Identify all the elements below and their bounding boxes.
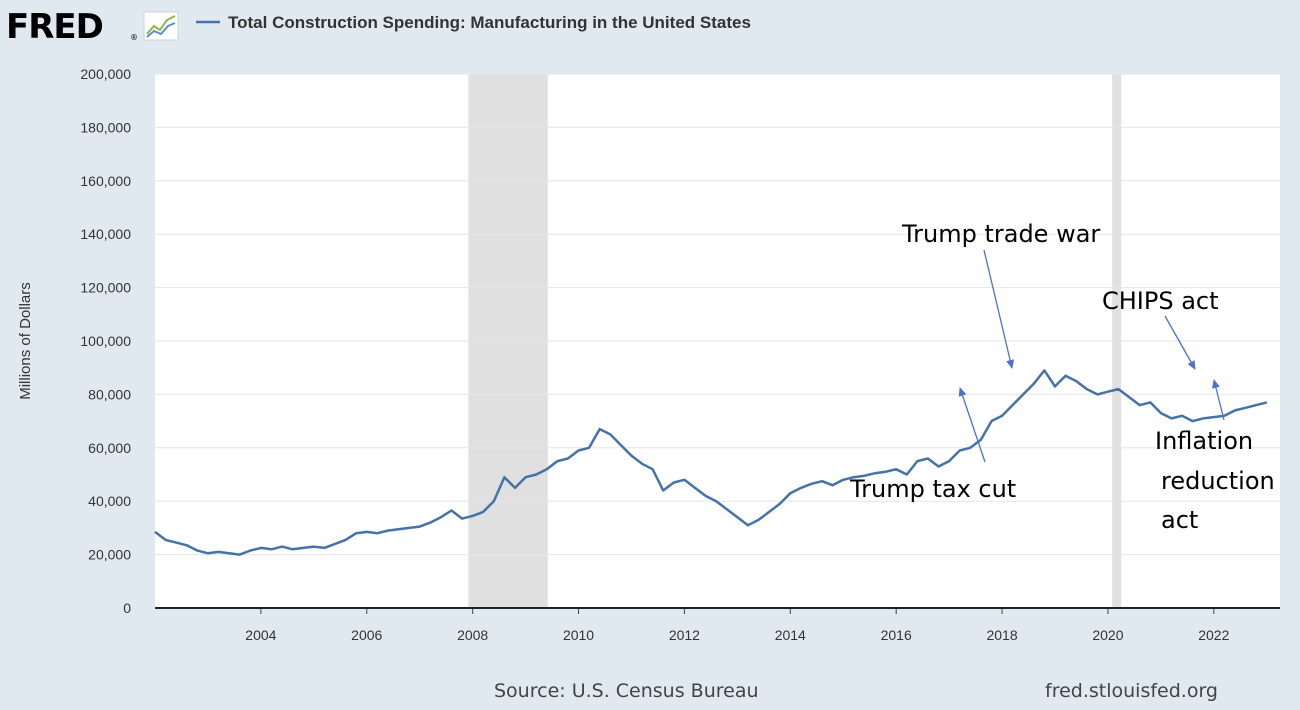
registered-mark: ® — [130, 33, 138, 42]
annotation-chips-act: CHIPS act — [1102, 287, 1219, 315]
grid-lines — [155, 73, 1280, 556]
annotations: Trump trade war Trump tax cut CHIPS act … — [849, 220, 1275, 534]
x-tick-label: 2004 — [245, 627, 276, 643]
x-tick-label: 2006 — [351, 627, 382, 643]
footer-site: fred.stlouisfed.org — [1045, 680, 1218, 702]
arrow-chips-act — [1164, 315, 1196, 370]
y-tick-label: 60,000 — [88, 440, 131, 456]
legend: Total Construction Spending: Manufacturi… — [196, 13, 751, 32]
x-tick-label: 2016 — [881, 627, 912, 643]
annotation-trump-tax-cut: Trump tax cut — [849, 475, 1016, 503]
y-tick-label: 180,000 — [80, 119, 131, 135]
annotation-act: act — [1161, 506, 1198, 534]
arrow-trade-war — [983, 249, 1015, 369]
x-tick-label: 2014 — [775, 627, 806, 643]
series-layer — [154, 369, 1268, 556]
x-tick-label: 2020 — [1092, 627, 1123, 643]
y-tick-label: 20,000 — [88, 547, 131, 563]
x-tick-label: 2012 — [669, 627, 700, 643]
y-tick-label: 140,000 — [80, 226, 131, 242]
series-line-0 — [154, 369, 1268, 556]
y-tick-label: 80,000 — [88, 386, 131, 402]
y-axis-title: Millions of Dollars — [17, 282, 34, 400]
y-axis-ticks: 0 20,000 40,000 60,000 80,000 100,000 120,000 1… — [80, 66, 131, 616]
y-tick-label: 160,000 — [80, 173, 131, 189]
x-tick-label: 2018 — [986, 627, 1017, 643]
arrow-tax-cut — [958, 387, 986, 463]
annotation-trump-trade-war: Trump trade war — [901, 220, 1100, 248]
arrow-ira — [1212, 379, 1225, 421]
annotation-inflation: Inflation — [1155, 427, 1253, 455]
y-tick-label: 100,000 — [80, 333, 131, 349]
y-tick-label: 200,000 — [80, 66, 131, 82]
fred-logo: FRED ® — [6, 7, 179, 47]
legend-label: Total Construction Spending: Manufacturi… — [228, 13, 751, 32]
x-tick-label: 2008 — [457, 627, 488, 643]
y-tick-label: 120,000 — [80, 280, 131, 296]
fred-chart-icon — [143, 11, 179, 41]
x-axis-ticks: 2004 2006 2008 2010 2012 2014 2016 2018 2020 2022 — [245, 608, 1230, 643]
annotation-reduction: reduction — [1161, 467, 1275, 495]
x-tick-label: 2022 — [1198, 627, 1229, 643]
fred-logo-text: FRED — [6, 7, 103, 47]
x-tick-label: 2010 — [563, 627, 594, 643]
y-tick-label: 0 — [123, 600, 131, 616]
footer-source: Source: U.S. Census Bureau — [494, 680, 759, 702]
y-tick-label: 40,000 — [88, 493, 131, 509]
